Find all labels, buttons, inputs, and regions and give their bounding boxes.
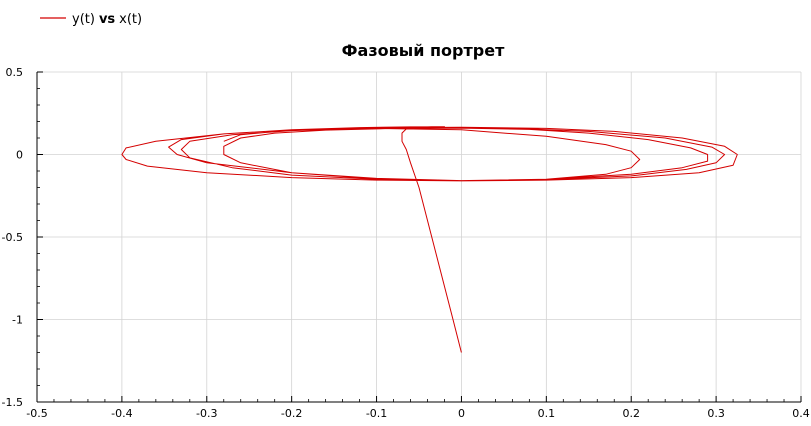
y-tick-label: 0 <box>16 149 23 162</box>
legend: y(t) vs x(t) <box>40 12 142 27</box>
x-tick-label: -0.2 <box>281 407 302 420</box>
x-tick-label: 0 <box>458 407 465 420</box>
series-group <box>121 126 738 353</box>
legend-vs-part: vs <box>99 12 115 27</box>
y-tick-label: -1.5 <box>2 396 23 409</box>
x-tick-label: 0.4 <box>792 407 810 420</box>
x-tick-label: -0.4 <box>111 407 132 420</box>
legend-x-part: x(t) <box>119 12 142 27</box>
y-tick-label: -1 <box>12 314 23 327</box>
x-tick-label: -0.1 <box>366 407 387 420</box>
legend-label: y(t) vs x(t) <box>72 12 142 27</box>
series-line-y-vs-x <box>121 126 738 353</box>
legend-y-part: y(t) <box>72 12 95 27</box>
x-axis-ticks: -0.5 -0.4 -0.3 -0.2 -0.1 0 0.1 0.2 0.3 0.4 <box>26 396 810 420</box>
x-tick-label: 0.2 <box>622 407 640 420</box>
x-tick-label: 0.3 <box>707 407 725 420</box>
minor-ticks <box>37 88 785 402</box>
y-tick-label: 0.5 <box>6 66 24 79</box>
grid <box>36 71 802 403</box>
x-tick-label: -0.3 <box>196 407 217 420</box>
x-tick-label: 0.1 <box>538 407 556 420</box>
y-tick-label: -0.5 <box>2 231 23 244</box>
x-tick-label: -0.5 <box>26 407 47 420</box>
y-axis-ticks: -1.5 -1 -0.5 0 0.5 <box>2 66 43 409</box>
chart-title: Фазовый портрет <box>342 41 505 60</box>
